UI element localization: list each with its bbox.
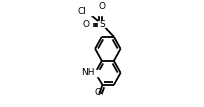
Text: Cl: Cl xyxy=(77,7,86,16)
Text: NH: NH xyxy=(81,68,94,77)
Text: S: S xyxy=(99,19,104,28)
Bar xyxy=(89,70,99,76)
Text: O: O xyxy=(98,2,105,11)
Bar xyxy=(94,94,101,100)
Bar xyxy=(81,9,91,15)
Bar xyxy=(98,8,105,15)
Bar xyxy=(85,21,92,27)
Text: O: O xyxy=(94,88,101,97)
Text: O: O xyxy=(82,19,89,28)
Bar xyxy=(98,21,105,27)
